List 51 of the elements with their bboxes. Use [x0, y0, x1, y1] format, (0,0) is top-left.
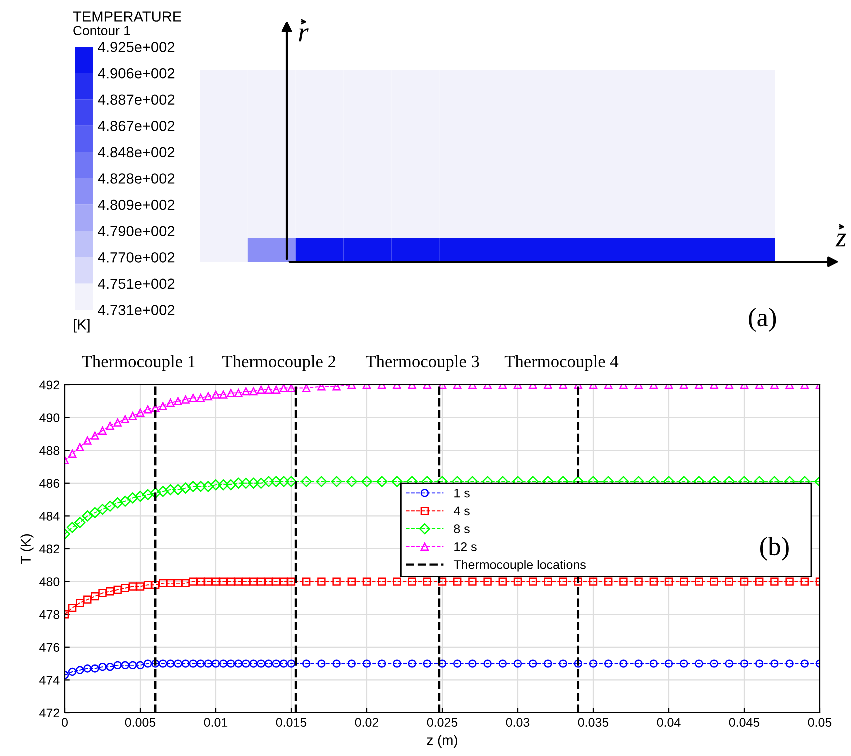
- color-bar-title: [K]: [74, 319, 90, 333]
- x-tick-label: 0.035: [578, 718, 609, 728]
- x-tick-label: 0.03: [506, 718, 530, 728]
- legend-label: 4 s: [454, 506, 470, 516]
- color-bar-label: 4.887e+002: [98, 94, 175, 106]
- y-tick-label: 480: [40, 578, 60, 586]
- chart-subtitle: Contour 1: [74, 26, 130, 36]
- annotation: Thermocouple 3: [366, 355, 480, 372]
- y-tick-label: 482: [40, 544, 60, 554]
- x-tick-label: 0.01: [204, 718, 228, 728]
- x-tick-label: 0.05: [808, 718, 832, 728]
- y-tick-label: 490: [40, 414, 60, 422]
- y-tick-label: 472: [40, 708, 60, 718]
- annotation: Thermocouple 2: [222, 355, 336, 372]
- color-bar-label: 4.790e+002: [98, 226, 175, 237]
- x-tick-label: 0.04: [657, 718, 681, 728]
- text: (a): [749, 308, 776, 332]
- legend-label: Thermocouple locations: [454, 560, 586, 572]
- x-tick-label: 0: [62, 718, 68, 728]
- color-bar-label: 4.867e+002: [98, 121, 175, 132]
- annotation: (b): [760, 537, 789, 561]
- legend-label: 1 s: [454, 488, 470, 498]
- y-tick-label: 478: [40, 610, 60, 620]
- x-tick-label: 0.005: [125, 718, 156, 728]
- color-bar-label: 4.731e+002: [98, 305, 175, 316]
- x-tick-label: 0.025: [427, 718, 458, 728]
- color-bar-label: 4.770e+002: [98, 252, 175, 263]
- x-axis-title: z (m): [427, 735, 458, 748]
- x-tick-label: 0.045: [729, 718, 760, 728]
- text: z: [836, 234, 846, 247]
- y-tick-label: 486: [40, 479, 60, 488]
- color-bar-label: 4.828e+002: [98, 174, 175, 184]
- color-bar-label: 4.906e+002: [98, 68, 175, 79]
- color-bar-label: 4.751e+002: [98, 278, 175, 290]
- y-tick-label: 488: [40, 446, 60, 456]
- color-bar-label: 4.925e+002: [98, 42, 175, 52]
- y-tick-label: 492: [40, 380, 60, 390]
- color-bar-label: 4.809e+002: [98, 200, 175, 210]
- y-axis-title: T (K): [20, 534, 34, 564]
- y-tick-label: 476: [40, 643, 60, 652]
- color-bar-label: 4.848e+002: [98, 147, 175, 158]
- annotation: Thermocouple 4: [504, 355, 619, 372]
- annotation: Thermocouple 1: [82, 355, 196, 372]
- text: r: [299, 28, 309, 42]
- legend-label: 8 s: [454, 524, 470, 534]
- y-tick-label: 474: [40, 676, 60, 685]
- y-tick-label: 484: [40, 512, 60, 521]
- x-tick-label: 0.02: [355, 718, 379, 728]
- x-tick-label: 0.015: [276, 718, 307, 728]
- chart-title: TEMPERATURE: [73, 12, 182, 22]
- legend-label: 12 s: [454, 542, 477, 552]
